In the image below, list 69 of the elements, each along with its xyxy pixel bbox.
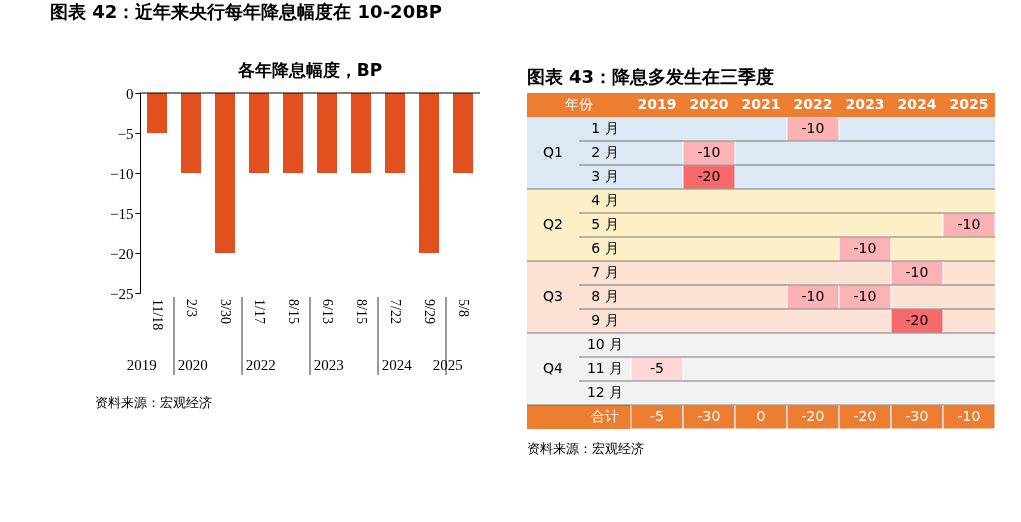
x-tick-label: 8/15 bbox=[354, 299, 369, 324]
data-label: -10 bbox=[853, 288, 877, 304]
y-tick-label: 9 月 bbox=[591, 312, 619, 328]
data-label: -10 bbox=[801, 288, 825, 304]
data-label: -10 bbox=[697, 144, 721, 160]
text: 2024 bbox=[381, 357, 413, 373]
y-tick-label: 0 bbox=[126, 85, 134, 102]
y-tick-label: 合计 bbox=[591, 408, 619, 424]
y-tick-label: 11 月 bbox=[586, 360, 624, 376]
text: 2023 bbox=[313, 357, 344, 373]
data-label: -30 bbox=[905, 408, 929, 424]
text: 2022 bbox=[245, 357, 276, 373]
y-tick-label: 6 月 bbox=[591, 240, 619, 256]
text: 2019 bbox=[126, 357, 157, 373]
x-tick-label: 2023 bbox=[845, 96, 885, 112]
y-tick-label: 1 月 bbox=[591, 120, 619, 136]
x-tick-label: 2025 bbox=[949, 96, 989, 112]
y-tick-label: 8 月 bbox=[591, 288, 619, 304]
y-tick-label: −20 bbox=[110, 245, 134, 262]
data-label: -10 bbox=[957, 408, 981, 424]
y-tick-label: 12 月 bbox=[586, 384, 624, 400]
data-label: -20 bbox=[853, 408, 877, 424]
text: 资料来源：宏观经济 bbox=[527, 441, 644, 456]
chart-title: 图表 43：降息多发生在三季度 bbox=[526, 66, 774, 87]
data-label: -10 bbox=[905, 264, 929, 280]
band-label: Q2 bbox=[543, 216, 563, 232]
y-tick-label: −25 bbox=[110, 285, 134, 302]
x-tick-label: 11/18 bbox=[150, 299, 165, 331]
x-tick-label: 3/30 bbox=[218, 299, 233, 324]
x-tick-label: 8/15 bbox=[286, 299, 301, 324]
y-tick-label: 7 月 bbox=[591, 264, 619, 280]
y-tick-label: 3 月 bbox=[591, 168, 619, 184]
x-tick-label: 1/17 bbox=[252, 299, 267, 324]
text: 2020 bbox=[177, 357, 208, 373]
x-tick-label: 2021 bbox=[741, 96, 781, 112]
chart-subtitle: 各年降息幅度，BP bbox=[236, 60, 383, 80]
x-tick-label: 5/8 bbox=[456, 299, 471, 317]
data-label: -10 bbox=[957, 216, 981, 232]
x-tick-label: 2024 bbox=[897, 96, 937, 112]
y-tick-label: −15 bbox=[110, 205, 134, 222]
data-label: -10 bbox=[801, 120, 825, 136]
text: 2025 bbox=[432, 357, 463, 373]
x-tick-label: 2/3 bbox=[184, 299, 199, 317]
x-tick-label: 6/13 bbox=[320, 299, 335, 324]
y-tick-label: 4 月 bbox=[591, 192, 619, 208]
data-label: -30 bbox=[697, 408, 721, 424]
data-label: -20 bbox=[801, 408, 825, 424]
data-label: -20 bbox=[905, 312, 929, 328]
chart-title: 图表 42：近年来央行每年降息幅度在 10-20BP bbox=[50, 1, 443, 22]
band-label: Q3 bbox=[543, 288, 563, 304]
text: 资料来源：宏观经济 bbox=[95, 395, 212, 410]
x-axis-title: 年份 bbox=[565, 96, 593, 112]
data-label: 0 bbox=[756, 408, 766, 424]
y-tick-label: −5 bbox=[117, 125, 134, 142]
x-tick-label: 2019 bbox=[637, 96, 677, 112]
band-label: Q1 bbox=[543, 144, 563, 160]
y-tick-label: −10 bbox=[110, 165, 134, 182]
x-tick-label: 7/22 bbox=[388, 299, 403, 324]
data-label: -20 bbox=[697, 168, 721, 184]
x-tick-label: 9/29 bbox=[422, 299, 437, 324]
band-label: Q4 bbox=[543, 360, 564, 376]
x-tick-label: 2022 bbox=[793, 96, 833, 112]
y-tick-label: 10 月 bbox=[586, 336, 624, 352]
data-label: -10 bbox=[853, 240, 877, 256]
data-label: -5 bbox=[650, 360, 664, 376]
y-tick-label: 5 月 bbox=[591, 216, 619, 232]
data-label: -5 bbox=[650, 408, 664, 424]
x-tick-label: 2020 bbox=[689, 96, 729, 112]
y-tick-label: 2 月 bbox=[591, 144, 619, 160]
